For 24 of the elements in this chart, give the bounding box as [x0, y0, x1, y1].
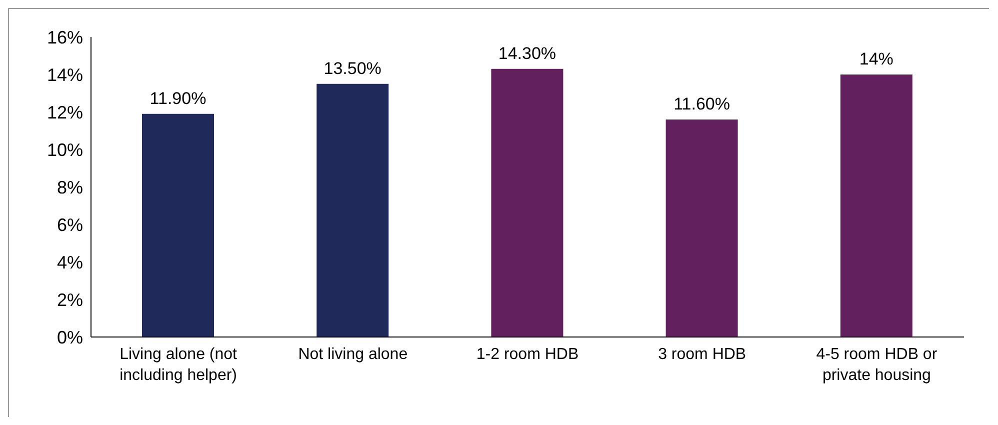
- bar: [666, 120, 738, 337]
- data-label: 13.50%: [324, 58, 382, 78]
- data-label: 11.90%: [150, 88, 206, 108]
- x-tick-label: Living alone (not including helper): [120, 346, 238, 384]
- y-tick-label: 8%: [56, 177, 83, 198]
- y-tick-label: 2%: [56, 290, 83, 310]
- bar: [491, 68, 564, 337]
- bar: [316, 84, 389, 337]
- y-tick-label: 12%: [46, 102, 83, 122]
- y-tick-label: 4%: [56, 252, 83, 272]
- data-label: 14%: [859, 50, 894, 68]
- data-label: 11.60%: [674, 94, 730, 114]
- data-label: 14.30%: [498, 44, 556, 63]
- x-tick-label: Not living alone: [298, 346, 408, 363]
- y-tick-label: 6%: [56, 214, 83, 235]
- y-tick-label: 16%: [46, 27, 83, 48]
- y-tick-label: 14%: [46, 64, 83, 85]
- x-tick-label: 3 room HDB: [658, 346, 746, 363]
- bar: [142, 114, 214, 337]
- bar: [840, 74, 912, 337]
- y-tick-label: 0%: [56, 327, 83, 348]
- x-tick-label: 1-2 room HDB: [476, 346, 579, 363]
- y-tick-label: 10%: [46, 140, 83, 160]
- x-tick-label: 4-5 room HDB or private housing: [816, 346, 938, 384]
